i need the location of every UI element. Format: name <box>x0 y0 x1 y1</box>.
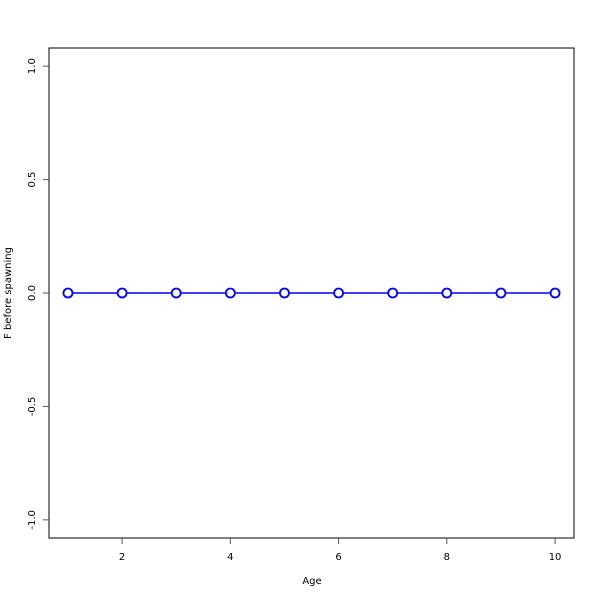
x-axis-label: Age <box>302 576 321 587</box>
data-point <box>441 287 453 299</box>
y-axis-label: F before spawning <box>3 247 14 339</box>
data-point <box>495 287 507 299</box>
y-tick-label: -0.5 <box>27 397 38 417</box>
data-point <box>549 287 561 299</box>
x-tick-label: 10 <box>549 552 562 563</box>
data-point <box>279 287 290 299</box>
x-tick-label: 4 <box>227 552 233 563</box>
data-point <box>62 287 74 299</box>
y-tick-label: -1.0 <box>27 510 38 530</box>
data-point <box>333 287 344 299</box>
data-point <box>170 287 182 299</box>
data-point <box>387 287 399 299</box>
x-axis: 2 4 6 8 10 <box>119 538 562 563</box>
series-group <box>62 287 561 299</box>
data-point <box>116 287 128 299</box>
y-tick-label: 0.0 <box>27 285 38 301</box>
data-point <box>224 287 236 299</box>
x-tick-label: 6 <box>335 552 341 563</box>
y-tick-label: 1.0 <box>27 58 38 74</box>
y-axis: -1.0 -0.5 0.0 0.5 1.0 <box>27 58 49 530</box>
y-tick-label: 0.5 <box>27 172 38 188</box>
x-tick-label: 2 <box>119 552 125 563</box>
x-tick-label: 8 <box>444 552 450 563</box>
